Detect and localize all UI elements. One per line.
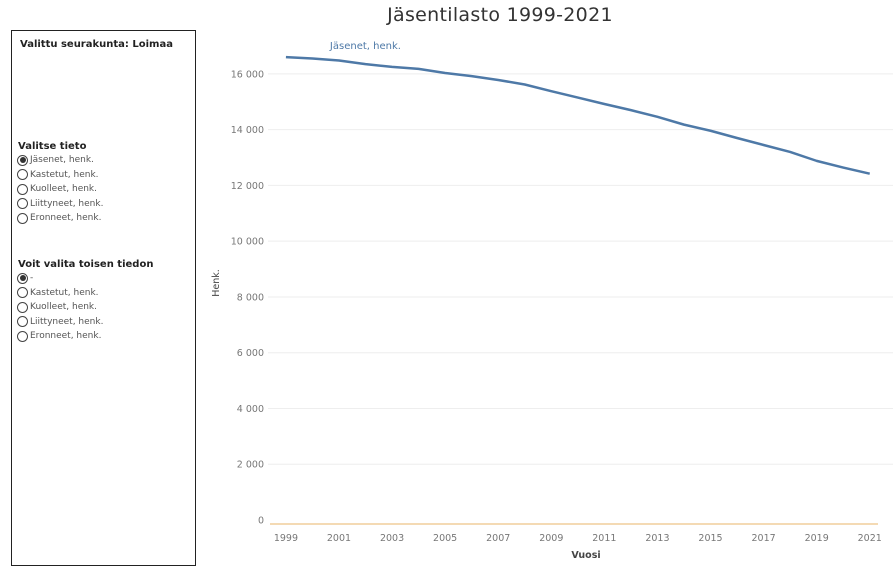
secondary-option-liittyneet[interactable]: Liittyneet, henk.: [17, 315, 153, 330]
x-tick-label: 2011: [592, 533, 616, 544]
secondary-metric-title: Voit valita toisen tiedon: [18, 259, 154, 270]
y-tick-label: 16 000: [231, 69, 264, 80]
radio-icon[interactable]: [17, 169, 28, 181]
primary-metric-group: Valitse tieto Jäsenet, henk. Kastetut, h…: [17, 141, 103, 226]
x-tick-label: 2009: [539, 533, 563, 544]
x-axis-label: Vuosi: [571, 550, 600, 561]
y-tick-label: 8 000: [237, 292, 264, 303]
x-axis-ticks: 1999 2001 2003 2005 2007 2009 2011 2013 2015 2017…: [274, 533, 882, 544]
x-tick-label: 2021: [858, 533, 882, 544]
option-label: Eronneet, henk.: [30, 331, 102, 342]
x-tick-label: 2013: [645, 533, 669, 544]
y-tick-label: 12 000: [231, 181, 264, 192]
y-tick-label: 2 000: [237, 460, 264, 471]
selected-parish-label: Valittu seurakunta: Loimaa: [20, 39, 173, 50]
secondary-option-kastetut[interactable]: Kastetut, henk.: [17, 286, 153, 301]
primary-option-eronneet[interactable]: Eronneet, henk.: [17, 211, 103, 226]
secondary-metric-group: Voit valita toisen tiedon - Kastetut, he…: [17, 259, 153, 344]
primary-option-kuolleet[interactable]: Kuolleet, henk.: [17, 182, 103, 197]
x-tick-label: 2017: [751, 533, 775, 544]
y-tick-label: 14 000: [231, 125, 264, 136]
radio-icon[interactable]: [17, 301, 28, 313]
radio-icon[interactable]: [17, 154, 28, 166]
primary-option-kastetut[interactable]: Kastetut, henk.: [17, 168, 103, 183]
filter-panel: Valittu seurakunta: Loimaa Valitse tieto…: [11, 30, 196, 566]
option-label: Liittyneet, henk.: [30, 198, 104, 209]
secondary-option-eronneet[interactable]: Eronneet, henk.: [17, 329, 153, 344]
option-label: Kuolleet, henk.: [30, 302, 98, 313]
primary-option-liittyneet[interactable]: Liittyneet, henk.: [17, 197, 103, 212]
x-tick-label: 2005: [433, 533, 457, 544]
gridlines: [268, 73, 893, 465]
option-label: Eronneet, henk.: [30, 213, 102, 224]
y-axis-ticks: 0 2 000 4 000 6 000 8 000 10 000 12 000 14 000 1…: [231, 69, 264, 526]
y-tick-label: 10 000: [231, 237, 264, 248]
radio-icon[interactable]: [17, 212, 28, 224]
y-tick-label: 0: [258, 516, 264, 527]
x-tick-label: 1999: [274, 533, 298, 544]
radio-icon[interactable]: [17, 198, 28, 210]
radio-icon[interactable]: [17, 330, 28, 342]
option-label: -: [30, 273, 34, 284]
x-tick-label: 2015: [698, 533, 722, 544]
y-tick-label: 4 000: [237, 404, 264, 415]
option-label: Liittyneet, henk.: [30, 316, 104, 327]
radio-icon[interactable]: [17, 183, 28, 195]
option-label: Kastetut, henk.: [30, 287, 99, 298]
radio-icon[interactable]: [17, 272, 28, 284]
option-label: Kuolleet, henk.: [30, 184, 98, 195]
secondary-option-none[interactable]: -: [17, 271, 153, 286]
y-axis-label: Henk.: [211, 269, 222, 297]
chart-title: Jäsentilasto 1999-2021: [387, 4, 613, 26]
primary-option-jasenet[interactable]: Jäsenet, henk.: [17, 153, 103, 168]
x-tick-label: 2001: [327, 533, 351, 544]
x-tick-label: 2019: [805, 533, 829, 544]
option-label: Kastetut, henk.: [30, 169, 99, 180]
x-tick-label: 2007: [486, 533, 510, 544]
radio-icon[interactable]: [17, 287, 28, 299]
x-tick-label: 2003: [380, 533, 404, 544]
primary-metric-title: Valitse tieto: [18, 141, 87, 152]
secondary-option-kuolleet[interactable]: Kuolleet, henk.: [17, 300, 153, 315]
y-tick-label: 6 000: [237, 348, 264, 359]
series-line: [285, 55, 871, 175]
series-lines: Jäsenet, henk.: [285, 41, 871, 175]
series-label: Jäsenet, henk.: [329, 41, 401, 52]
option-label: Jäsenet, henk.: [30, 155, 94, 166]
radio-icon[interactable]: [17, 316, 28, 328]
